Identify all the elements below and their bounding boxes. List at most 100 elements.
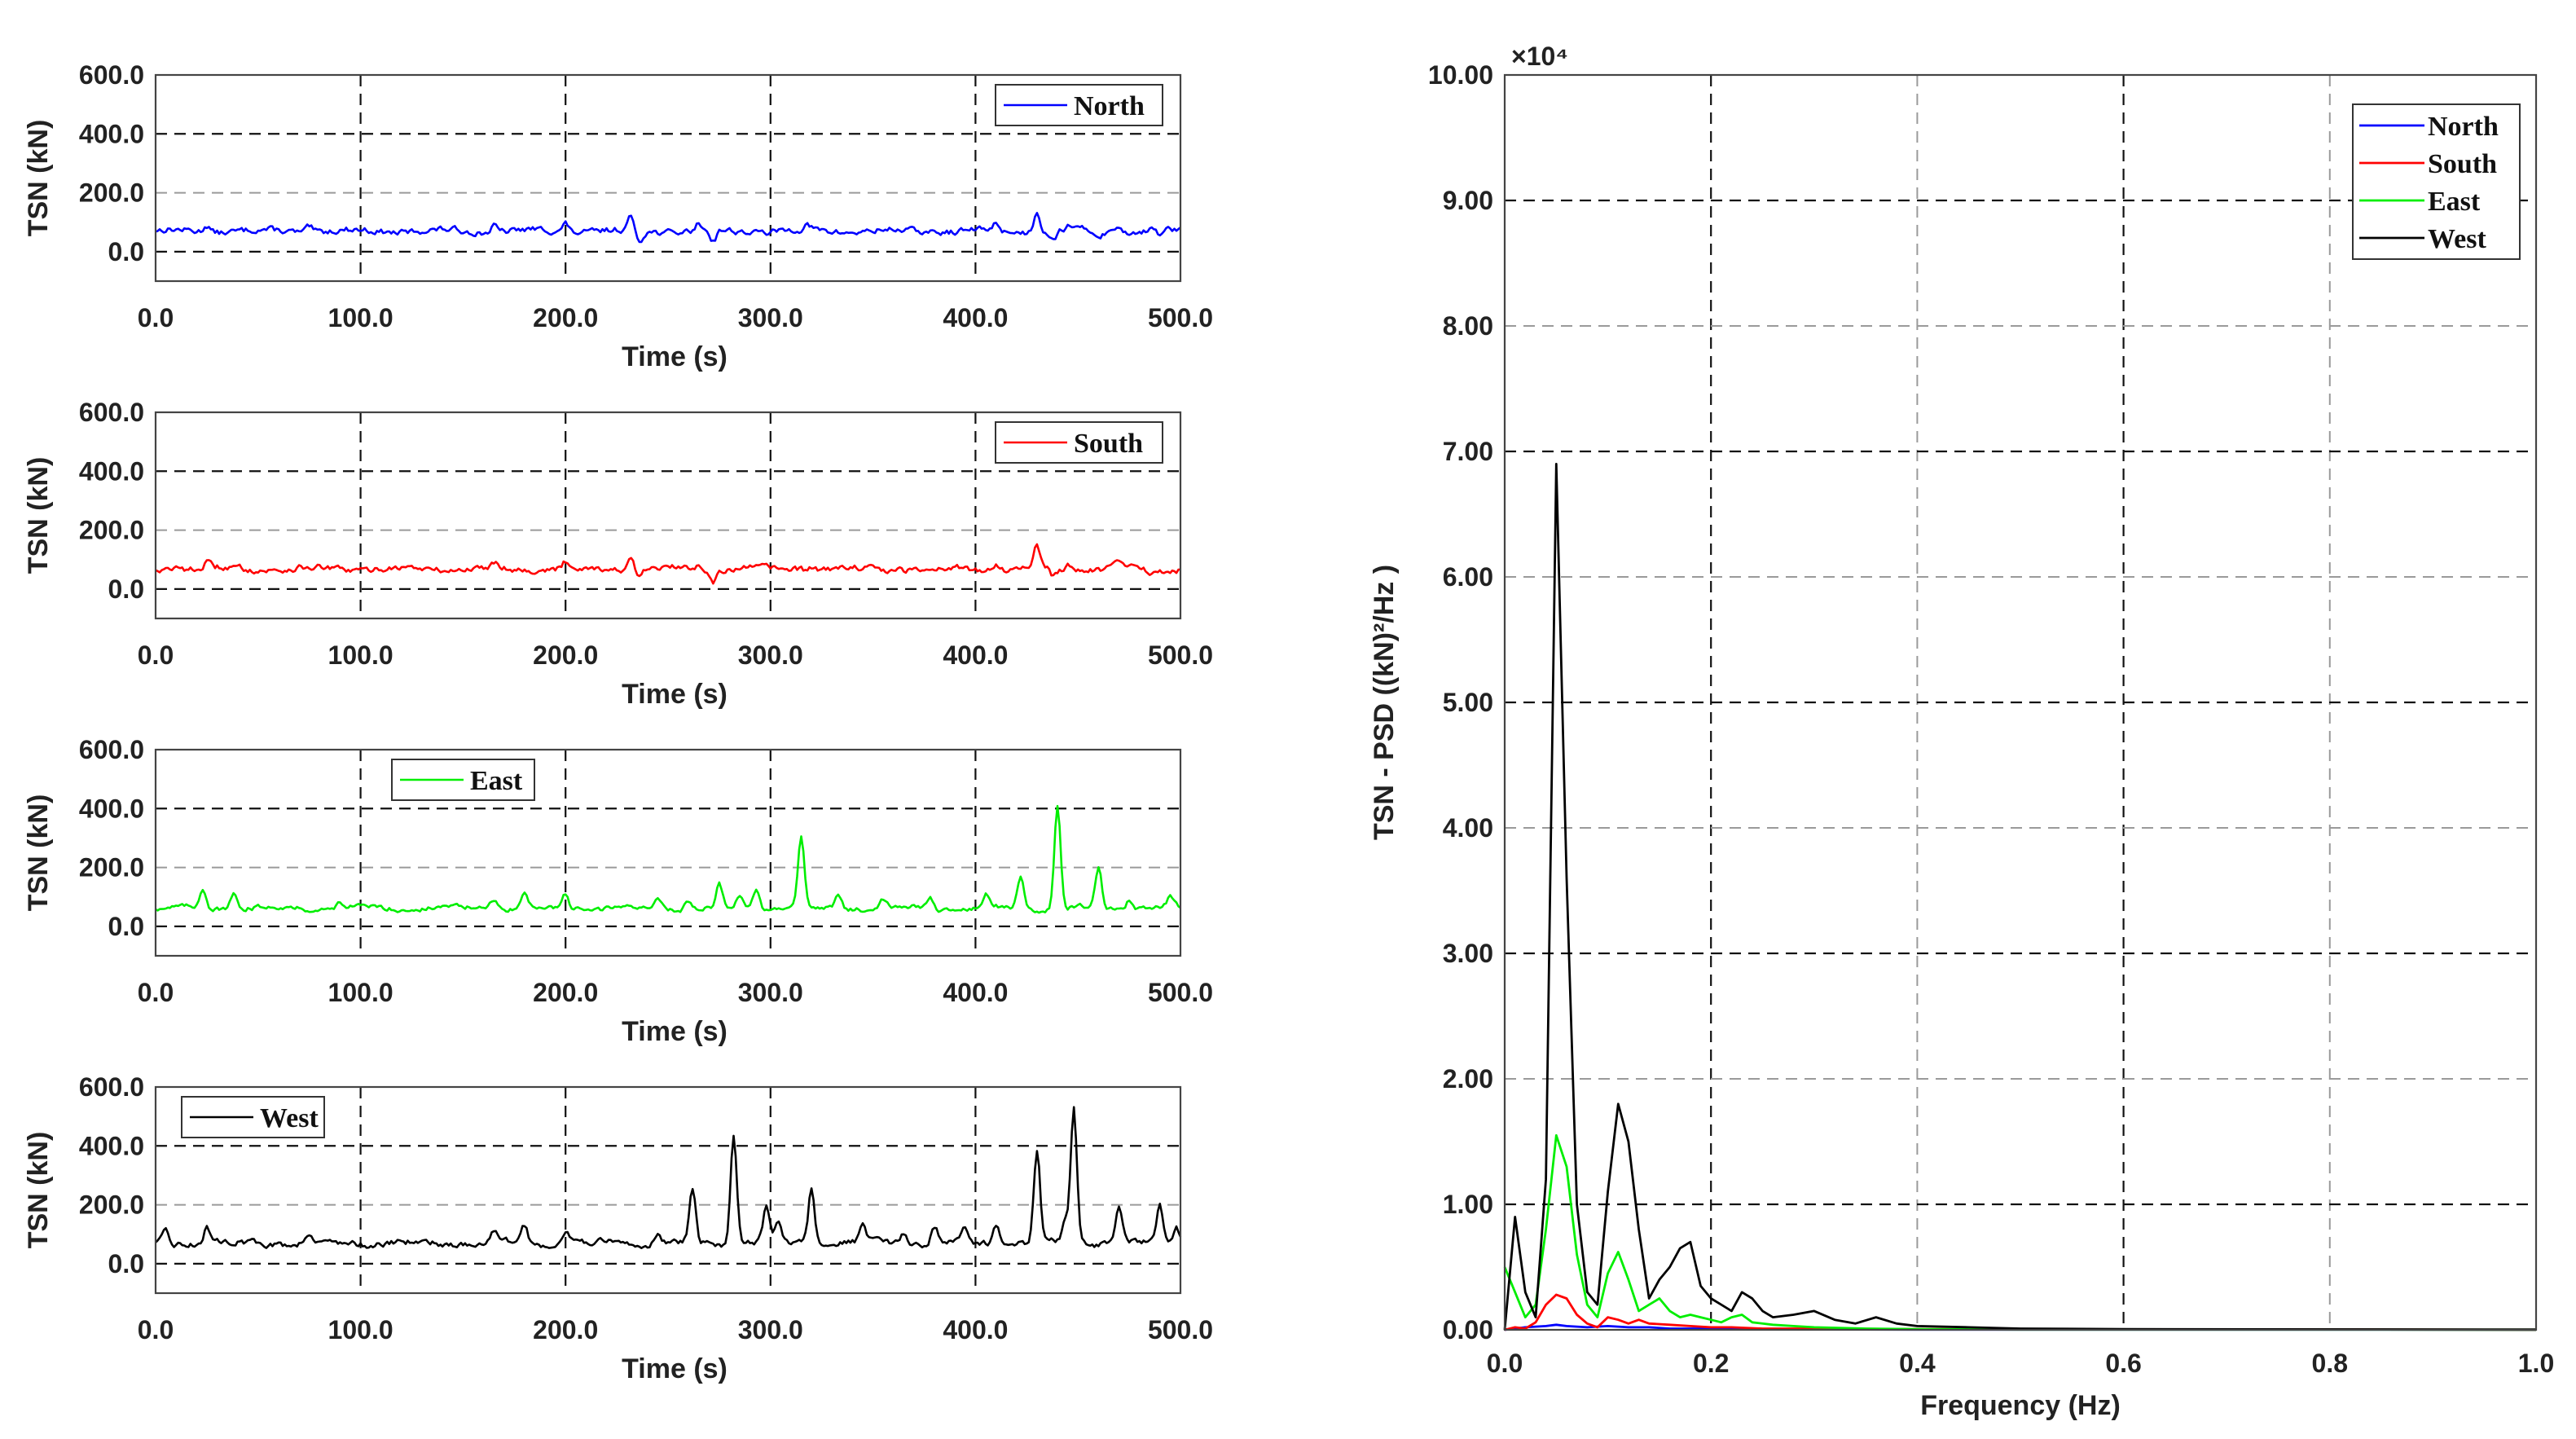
x-tick-label: 100.0 [328, 978, 393, 1007]
series-line-north [155, 212, 1181, 244]
y-tick-label: 5.00 [1443, 688, 1493, 717]
legend: East [391, 759, 535, 801]
x-tick-label: 300.0 [738, 978, 803, 1007]
x-tick-label: 400.0 [943, 640, 1008, 670]
legend: South [995, 421, 1163, 464]
legend-box [995, 421, 1163, 464]
x-tick-label: 0.0 [1487, 1349, 1523, 1378]
time-panel-east: 600.0 400.0 200.0 0.0 0.0 100.0 200.0 300.0 400.… [23, 735, 1213, 1047]
y-tick-label: 9.00 [1443, 186, 1493, 215]
y-tick-label: 400.0 [79, 1131, 144, 1160]
x-tick-label: 0.8 [2312, 1349, 2348, 1378]
x-tick-label: 0.4 [1899, 1349, 1936, 1378]
grid [156, 750, 1180, 956]
y-axis-label: TSN (kN) [23, 1132, 54, 1249]
legend-label: West [260, 1103, 319, 1133]
y-tick-label: 2.00 [1443, 1064, 1493, 1094]
y-axis-label: TSN - PSD ((kN)²/Hz ) [1369, 565, 1400, 840]
x-tick-label: 200.0 [533, 1315, 598, 1344]
x-tick-label: 200.0 [533, 303, 598, 332]
grid [156, 1087, 1180, 1293]
legend-box [2352, 103, 2521, 260]
y-tick-label: 7.00 [1443, 437, 1493, 466]
y-tick-label: 6.00 [1443, 562, 1493, 592]
psd-series-east [1503, 1133, 2537, 1331]
y-tick-label: 400.0 [79, 794, 144, 823]
legend-label: East [470, 766, 523, 796]
y-tick-label: 0.0 [108, 574, 144, 604]
x-tick-label: 400.0 [943, 1315, 1008, 1344]
y-tick-label: 200.0 [79, 178, 144, 208]
grid [1505, 75, 2536, 1330]
y-tick-label: 600.0 [79, 735, 144, 764]
x-tick-label: 500.0 [1148, 303, 1213, 332]
time-panel-south: 600.0 400.0 200.0 0.0 0.0 100.0 200.0 300.0 400.… [23, 398, 1213, 710]
x-axis-label: Time (s) [622, 679, 728, 710]
series-line-south [155, 543, 1181, 585]
x-tick-label: 200.0 [533, 978, 598, 1007]
x-axis-label: Time (s) [622, 1016, 728, 1047]
y-tick-label: 600.0 [79, 60, 144, 90]
y-tick-label: 0.0 [108, 237, 144, 266]
plot-frame [1503, 73, 2538, 1331]
y-tick-label: 600.0 [79, 398, 144, 427]
y-tick-label: 0.0 [108, 1249, 144, 1278]
y-axis-label: TSN (kN) [23, 120, 54, 237]
legend: North [995, 84, 1163, 126]
x-tick-label: 0.6 [2105, 1349, 2141, 1378]
y-tick-label: 0.00 [1443, 1315, 1493, 1344]
y-tick-label: 3.00 [1443, 939, 1493, 968]
y-tick-label: 10.00 [1428, 60, 1493, 90]
legend-label: West [2428, 224, 2486, 254]
x-tick-label: 0.0 [138, 978, 174, 1007]
y-tick-label: 200.0 [79, 853, 144, 882]
x-axis-label: Time (s) [622, 1353, 728, 1384]
x-tick-label: 300.0 [738, 303, 803, 332]
y-tick-label: 400.0 [79, 456, 144, 486]
y-tick-label: 200.0 [79, 1190, 144, 1220]
y-tick-label: 600.0 [79, 1072, 144, 1102]
x-tick-label: 100.0 [328, 640, 393, 670]
x-tick-label: 500.0 [1148, 1315, 1213, 1344]
plot-frame [154, 73, 1182, 283]
y-tick-label: 0.0 [108, 912, 144, 941]
y-axis-label: TSN (kN) [23, 457, 54, 574]
x-axis-label: Frequency (Hz) [1920, 1390, 2121, 1421]
x-tick-label: 0.0 [138, 1315, 174, 1344]
x-tick-label: 1.0 [2518, 1349, 2554, 1378]
x-tick-label: 400.0 [943, 978, 1008, 1007]
y-tick-label: 4.00 [1443, 813, 1493, 843]
plot-frame [154, 411, 1182, 620]
psd-panel: 10.00 9.00 8.00 7.00 6.00 5.00 4.00 3.00 2.00 1.0… [1369, 42, 2554, 1421]
time-panel-north: 600.0 400.0 200.0 0.0 0.0 100.0 200.0 300.0 400.… [23, 60, 1213, 372]
y-tick-label: 8.00 [1443, 311, 1493, 341]
psd-series-south [1504, 1293, 2537, 1331]
y-tick-label: 200.0 [79, 516, 144, 545]
legend-label: North [1074, 91, 1145, 121]
y-tick-label: 1.00 [1443, 1190, 1493, 1219]
x-tick-label: 100.0 [328, 303, 393, 332]
legend: West [181, 1096, 325, 1138]
x-tick-label: 200.0 [533, 640, 598, 670]
legend-label: North [2428, 112, 2499, 142]
x-tick-label: 500.0 [1148, 640, 1213, 670]
legend-label: South [1074, 429, 1143, 459]
y-multiplier: ×10⁴ [1511, 42, 1568, 71]
x-tick-label: 100.0 [328, 1315, 393, 1344]
legend-label: East [2428, 187, 2481, 217]
x-tick-label: 300.0 [738, 1315, 803, 1344]
grid [156, 412, 1180, 618]
legend: North South East West [2352, 103, 2521, 260]
grid [156, 75, 1180, 281]
time-panel-west: 600.0 400.0 200.0 0.0 0.0 100.0 200.0 300.0 400.… [23, 1072, 1213, 1384]
x-tick-label: 0.0 [138, 303, 174, 332]
legend-label: South [2428, 149, 2497, 179]
plot-frame [154, 748, 1182, 957]
x-tick-label: 400.0 [943, 303, 1008, 332]
x-tick-label: 300.0 [738, 640, 803, 670]
x-tick-label: 0.2 [1693, 1349, 1729, 1378]
y-axis-label: TSN (kN) [23, 794, 54, 912]
x-tick-label: 500.0 [1148, 978, 1213, 1007]
legend-box [995, 84, 1163, 126]
